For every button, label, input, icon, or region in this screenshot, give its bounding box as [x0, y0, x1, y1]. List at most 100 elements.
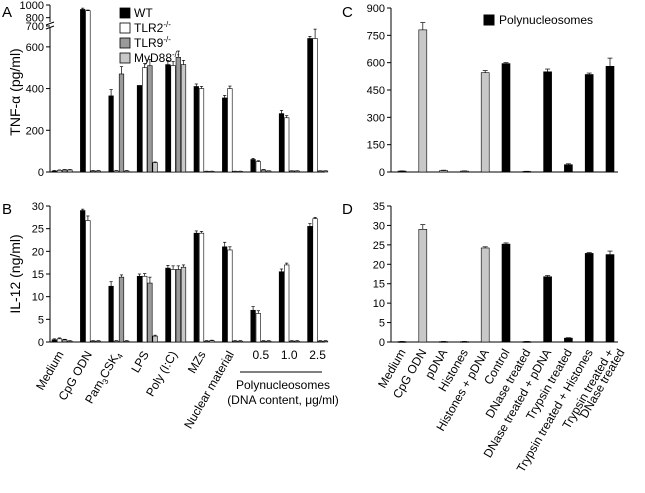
group-sublabel: (DNA content, μg/ml)	[227, 393, 339, 407]
bar-tlr2-2-5	[312, 218, 318, 343]
bar-tlr9-0-5	[260, 340, 267, 343]
y-tick-label: 30	[32, 201, 44, 213]
y-tick-label: 750	[367, 30, 385, 42]
y-tick-label: 30	[373, 220, 385, 232]
bar-tlr9-2-5	[317, 340, 323, 343]
bar-wt-pam3csk4	[108, 95, 114, 173]
bar-tlr2-cpg-odn	[85, 10, 91, 173]
y-tick-label: 900	[367, 3, 385, 15]
bar-wt-cpg-odn	[80, 210, 86, 343]
bar-dnase-treated-pdna	[543, 276, 552, 343]
legend-swatch-wt	[119, 7, 131, 19]
bar-tlr2-pam3csk4	[113, 170, 119, 173]
bar-myd88-0-5	[266, 340, 272, 343]
bar-control	[501, 63, 511, 173]
y-tick-label: 800	[26, 13, 44, 25]
y-tick-label: 35	[373, 201, 385, 213]
legend-label-wt: WT	[134, 6, 153, 20]
category-label-mzs: MZs	[185, 349, 209, 376]
panel-b: 0 5 10 15 20 25 30 IL-12 (ng/ml) B	[2, 201, 329, 349]
bar-wt-2-5	[307, 226, 313, 343]
bar-trypsin-treated-dnase-treated	[605, 254, 615, 343]
y-axis-label: IL-12 (ng/ml)	[7, 234, 23, 313]
bar-trypsin-treated-histones	[584, 253, 594, 343]
bar-myd88-0-5	[266, 170, 272, 173]
bar-tlr9-pam3csk4	[118, 276, 125, 343]
bar-wt-poly-i-c	[165, 64, 171, 173]
bar-myd88-1-0	[294, 340, 300, 343]
bar-tlr2-nuclear-material	[227, 249, 233, 343]
y-tick-label: 20	[32, 246, 44, 258]
bar-wt-mzs	[193, 86, 199, 173]
bar-wt-medium	[51, 170, 57, 173]
bar-wt-pam3csk4	[108, 285, 114, 343]
y-tick-label: 1000	[20, 0, 44, 12]
bar-tlr9-pam3csk4	[118, 73, 125, 173]
axis-break-mark	[45, 21, 55, 26]
y-tick-label: 200	[26, 125, 44, 137]
y-tick-label: 600	[367, 58, 385, 70]
legend-swatch-polynucleosomes	[483, 14, 495, 26]
bar-myd88-poly-i-c	[180, 64, 187, 173]
bar-tlr9-medium	[62, 169, 68, 173]
panel-letter: B	[2, 201, 12, 218]
y-tick-label: 5	[379, 318, 385, 330]
bar-tlr2-lps	[142, 275, 148, 343]
y-tick-label: 10	[32, 292, 44, 304]
legend-label-myd88: MyD88-/-	[134, 50, 180, 65]
bar-trypsin-treated-dnase-treated	[605, 66, 615, 173]
bar-wt-1-0	[278, 271, 285, 343]
bar-tlr9-poly-i-c	[175, 56, 181, 173]
bar-myd88-cpg-odn	[95, 170, 101, 173]
bar-tlr2-poly-i-c	[170, 269, 176, 343]
legend-label-tlr9: TLR9-/-	[134, 35, 171, 50]
y-tick-label: 0	[379, 167, 385, 179]
y-axis-label: TNF-α (pg/ml)	[7, 48, 23, 135]
y-tick-label: 0	[38, 167, 44, 179]
y-tick-label: 25	[373, 240, 385, 252]
y-tick-label: 15	[32, 269, 44, 281]
y-tick-label: 600	[26, 42, 44, 54]
bar-myd88-nuclear-material	[237, 340, 243, 343]
concentration-label: 1.0	[281, 348, 298, 362]
bar-myd88-1-0	[294, 170, 300, 173]
y-tick-label: 150	[367, 140, 385, 152]
y-tick-label: 10	[373, 298, 385, 310]
bar-wt-0-5	[250, 159, 256, 173]
concentration-label: 0.5	[252, 348, 269, 362]
bar-myd88-cpg-odn	[95, 340, 101, 343]
bar-tlr9-lps	[147, 282, 153, 343]
bar-myd88-pam3csk4	[124, 170, 130, 173]
category-label-lps: LPS	[128, 349, 151, 376]
bar-myd88-2-5	[322, 340, 329, 343]
bar-trypsin-treated-histones	[584, 74, 594, 173]
bar-myd88-poly-i-c	[180, 266, 187, 343]
bar-tlr9-lps	[147, 65, 153, 173]
bar-myd88-lps	[152, 335, 158, 343]
bar-tlr2-0-5	[255, 161, 261, 173]
bar-tlr2-1-0	[284, 117, 290, 173]
bar-tlr9-2-5	[317, 170, 323, 173]
bar-cpg-odn	[418, 29, 428, 173]
bar-trypsin-treated	[564, 164, 573, 173]
bar-control	[501, 243, 511, 343]
bar-wt-medium	[51, 339, 57, 343]
bar-tlr9-medium	[62, 339, 68, 343]
bar-wt-2-5	[307, 38, 313, 173]
y-tick-label: 300	[367, 112, 385, 124]
panel-letter: D	[342, 201, 353, 218]
bar-wt-lps	[136, 275, 143, 343]
bar-wt-nuclear-material	[222, 246, 228, 343]
panel-letter: C	[342, 4, 353, 21]
y-tick-label: 15	[373, 279, 385, 291]
legend-swatch-tlr2	[119, 22, 131, 34]
axis-break-mark	[45, 25, 55, 30]
bar-tlr9-mzs	[204, 340, 210, 343]
concentration-label: 2.5	[309, 348, 326, 362]
bar-dnase-treated-pdna	[543, 71, 552, 173]
bar-wt-0-5	[250, 309, 256, 343]
